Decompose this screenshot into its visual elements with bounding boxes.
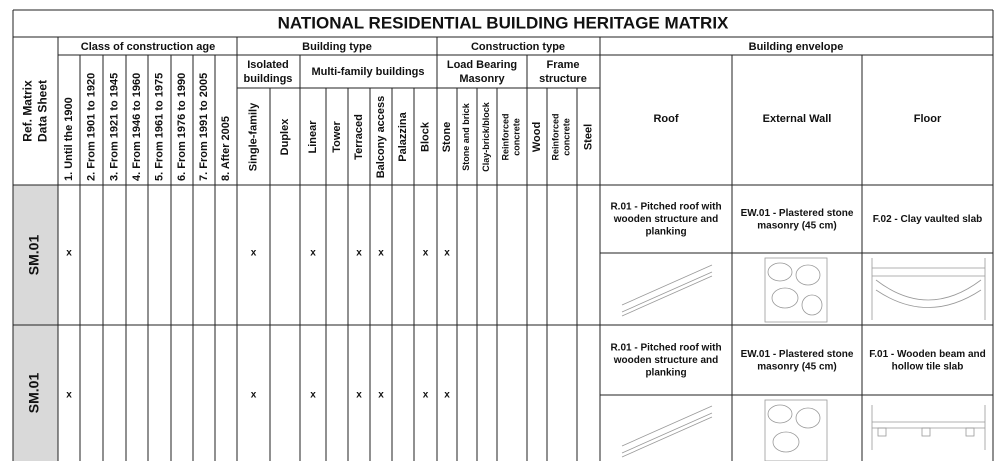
column-header: Roof [653,113,678,125]
mark: x [66,390,72,401]
column-header: Wood [531,122,543,152]
column-header: Clay-brick/block [481,101,491,172]
column-header: Steel [582,124,594,150]
ref-cell [13,185,58,325]
mark: x [356,248,362,259]
column-header: 4. From 1946 to 1960 [131,73,143,181]
envelope-text: planking [645,226,686,237]
envelope-text: F.01 - Wooden beam and hollow tile slab [869,348,986,372]
roof-sketch [621,264,713,458]
column-header: Terraced [353,114,365,160]
column-header: Reinforced [501,113,511,160]
subgroup-header: structure [539,73,587,85]
envelope-text: planking [645,367,686,378]
mark: x [251,390,257,401]
column-header: Stone and brick [461,102,471,171]
ref-header: Data Sheet [36,80,50,142]
column-header: Palazzina [397,111,409,161]
envelope-text: wooden structure and [613,355,718,366]
column-header: Stone [441,122,453,153]
column-header: Clay-brick/block [481,101,491,172]
envelope-text: masonry (45 cm) [757,220,836,231]
mark: x [378,390,384,401]
column-header: 7. From 1991 to 2005 [198,73,210,181]
envelope-text: EW.01 - Plastered stone [741,348,854,359]
mark: x [423,390,429,401]
mark: x [66,248,72,259]
envelope-text: R.01 - Pitched roof with [610,342,721,353]
mark: x [310,390,316,401]
envelope-text: F.01 - Wooden beam and [869,348,986,359]
title: NATIONAL RESIDENTIAL BUILDING HERITAGE M… [278,13,729,32]
column-header: 5. From 1961 to 1975 [153,73,165,181]
envelope-text: wooden structure and [613,214,718,225]
column-header: Duplex [279,118,291,156]
envelope-text: F.02 - Clay vaulted slab [873,214,983,225]
subgroup-header: Frame structure [539,59,587,85]
ref-header: Ref. Matrix [21,80,35,142]
envelope-text: EW.01 - Plastered stone [741,207,854,218]
column-header: Balcony access [375,96,387,179]
mark: x [444,390,450,401]
column-header: Wood [531,122,543,152]
mark: x [378,248,384,259]
column-header: External Wall [763,113,832,125]
mark: x [251,248,257,259]
column-header: Linear [307,120,319,154]
column-header: Tower [331,120,343,152]
column-header: Block [419,121,431,152]
column-header: Stone [441,122,453,153]
envelope-text: EW.01 - Plastered stone masonry (45 cm) [741,348,854,372]
column-header: 1. Until the 1900 [63,97,75,181]
subgroup-header: Load Bearing [447,59,517,71]
column-header: Floor [914,113,942,125]
column-header: Single-family [247,102,259,171]
row-ref: SM.01 [26,235,42,276]
envelope-text: masonry (45 cm) [757,361,836,372]
column-header: Reinforcedconcrete [551,113,572,160]
column-header: 6. From 1976 to 1990 [176,73,188,181]
wall-sketch [764,257,828,461]
envelope-text: R.01 - Pitched roof with [610,201,721,212]
column-header: 8. After 2005 [220,116,232,181]
subgroup-header: Isolated buildings [244,59,293,85]
column-header: 3. From 1921 to 1945 [108,73,120,181]
mark: x [356,390,362,401]
mark: x [444,248,450,259]
envelope-text: hollow tile slab [892,361,964,372]
group-header: Building envelope [749,41,844,53]
column-header: 2. From 1901 to 1920 [85,73,97,181]
ref-header: Ref. MatrixData Sheet [21,80,50,142]
column-header: concrete [562,118,572,156]
subgroup-header: Load Bearing Masonry [447,59,517,85]
column-header: Reinforcedconcrete [501,113,522,160]
column-header: Stone and brick [461,102,471,171]
subgroup-header: Multi-family buildings [311,66,424,78]
subgroup-header: Frame [546,59,579,71]
column-header: concrete [512,118,522,156]
subgroup-header: buildings [244,73,293,85]
envelope-text: F.02 - Clay vaulted slab [873,214,983,225]
mark: x [310,248,316,259]
column-header: Steel [582,124,594,150]
mark: x [423,248,429,259]
envelope-text: R.01 - Pitched roof with wooden structure… [610,342,721,378]
group-header: Construction type [471,41,565,53]
subgroup-header: Masonry [459,73,505,85]
floor-sketch [871,258,986,450]
group-header: Class of construction age [81,41,215,53]
envelope-text: R.01 - Pitched roof with wooden structure… [610,201,721,237]
row-ref: SM.01 [26,373,42,414]
ref-cell [13,325,58,461]
group-header: Building type [302,41,372,53]
envelope-text: EW.01 - Plastered stone masonry (45 cm) [741,207,854,231]
column-header: Reinforced [551,113,561,160]
subgroup-header: Isolated [247,59,289,71]
